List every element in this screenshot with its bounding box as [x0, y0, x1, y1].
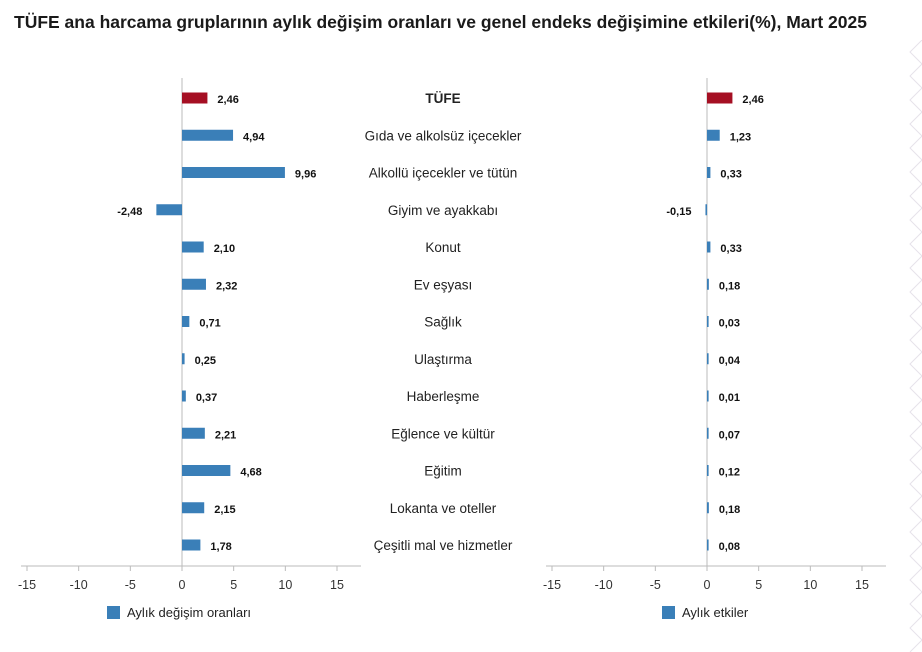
page-title: TÜFE ana harcama gruplarının aylık değiş… — [14, 12, 867, 32]
category-label: Konut — [425, 240, 461, 255]
x-tick-label: -15 — [18, 578, 36, 592]
legend-right: Aylık etkiler — [662, 605, 748, 620]
category-label: Çeşitli mal ve hizmetler — [374, 538, 513, 553]
data-label: 9,96 — [295, 169, 316, 181]
legend-left: Aylık değişim oranları — [107, 605, 251, 620]
bar — [182, 502, 205, 514]
data-label: 0,33 — [720, 243, 741, 255]
bar — [182, 241, 204, 253]
data-label: 0,03 — [719, 318, 740, 330]
data-label: 0,08 — [719, 541, 740, 553]
category-label: Gıda ve alkolsüz içecekler — [365, 128, 522, 143]
bar — [182, 167, 285, 178]
bar — [182, 539, 201, 551]
x-tick-label: 0 — [704, 578, 711, 592]
data-label: 0,71 — [199, 318, 220, 330]
decorative-pattern — [909, 40, 922, 652]
x-tick-label: 5 — [230, 578, 237, 592]
category-label: TÜFE — [425, 91, 460, 106]
data-label: 1,23 — [730, 131, 751, 143]
data-label: 2,46 — [742, 94, 763, 106]
bar — [182, 278, 206, 290]
x-tick-label: -10 — [70, 578, 88, 592]
x-tick-label: 15 — [855, 578, 869, 592]
legend-swatch — [662, 606, 675, 619]
data-label: 0,33 — [720, 169, 741, 181]
bar — [156, 204, 182, 216]
category-label: Eğlence ve kültür — [391, 426, 495, 441]
data-label: 0,37 — [196, 392, 217, 404]
bar — [182, 353, 185, 365]
data-label: 0,01 — [719, 392, 740, 404]
data-label: 0,07 — [719, 429, 740, 441]
bar — [707, 278, 709, 290]
category-label: Sağlık — [424, 315, 462, 330]
data-label: 0,18 — [719, 280, 740, 292]
x-tick-label: -5 — [125, 578, 136, 592]
bar — [182, 465, 231, 476]
bar — [182, 427, 205, 439]
data-label: 2,32 — [216, 280, 237, 292]
bar — [707, 92, 733, 104]
x-tick-label: 10 — [803, 578, 817, 592]
bar — [707, 502, 709, 514]
data-label: 2,10 — [214, 243, 235, 255]
category-label: Giyim ve ayakkabı — [388, 203, 498, 218]
bar — [707, 353, 709, 365]
bar — [707, 390, 709, 402]
data-label: -2,48 — [117, 206, 142, 218]
x-tick-label: 5 — [755, 578, 762, 592]
legend-label-left: Aylık değişim oranları — [127, 605, 252, 620]
bar — [707, 241, 711, 253]
bar — [707, 167, 711, 178]
data-label: 2,46 — [217, 94, 238, 106]
x-tick-label: -15 — [543, 578, 561, 592]
data-label: 0,18 — [719, 504, 740, 516]
bar — [707, 129, 720, 141]
bar — [705, 204, 708, 216]
category-label: Ev eşyası — [414, 277, 473, 292]
bar — [182, 129, 234, 141]
bar — [707, 427, 709, 439]
category-label: Eğitim — [424, 464, 462, 479]
category-label: Lokanta ve oteller — [390, 501, 497, 516]
data-label: 2,21 — [215, 429, 236, 441]
bar — [707, 465, 709, 476]
legend-label-right: Aylık etkiler — [682, 605, 749, 620]
bar — [182, 92, 208, 104]
bar — [707, 539, 709, 551]
category-label: Haberleşme — [407, 389, 480, 404]
data-label: 2,15 — [214, 504, 235, 516]
legend-swatch — [107, 606, 120, 619]
data-label: 0,04 — [719, 355, 741, 367]
x-tick-label: 10 — [278, 578, 292, 592]
data-label: 1,78 — [210, 541, 231, 553]
x-tick-label: 15 — [330, 578, 344, 592]
data-label: 0,25 — [195, 355, 216, 367]
category-label: Ulaştırma — [414, 352, 472, 367]
x-tick-label: 0 — [179, 578, 186, 592]
data-label: 4,94 — [243, 131, 265, 143]
bar — [182, 316, 190, 327]
bar — [707, 316, 709, 327]
data-label: 4,68 — [240, 467, 261, 479]
x-tick-label: -10 — [595, 578, 613, 592]
x-tick-label: -5 — [650, 578, 661, 592]
bar — [182, 390, 186, 402]
category-label: Alkollü içecekler ve tütün — [369, 166, 518, 181]
data-label: 0,12 — [719, 467, 740, 479]
data-label: -0,15 — [666, 206, 691, 218]
